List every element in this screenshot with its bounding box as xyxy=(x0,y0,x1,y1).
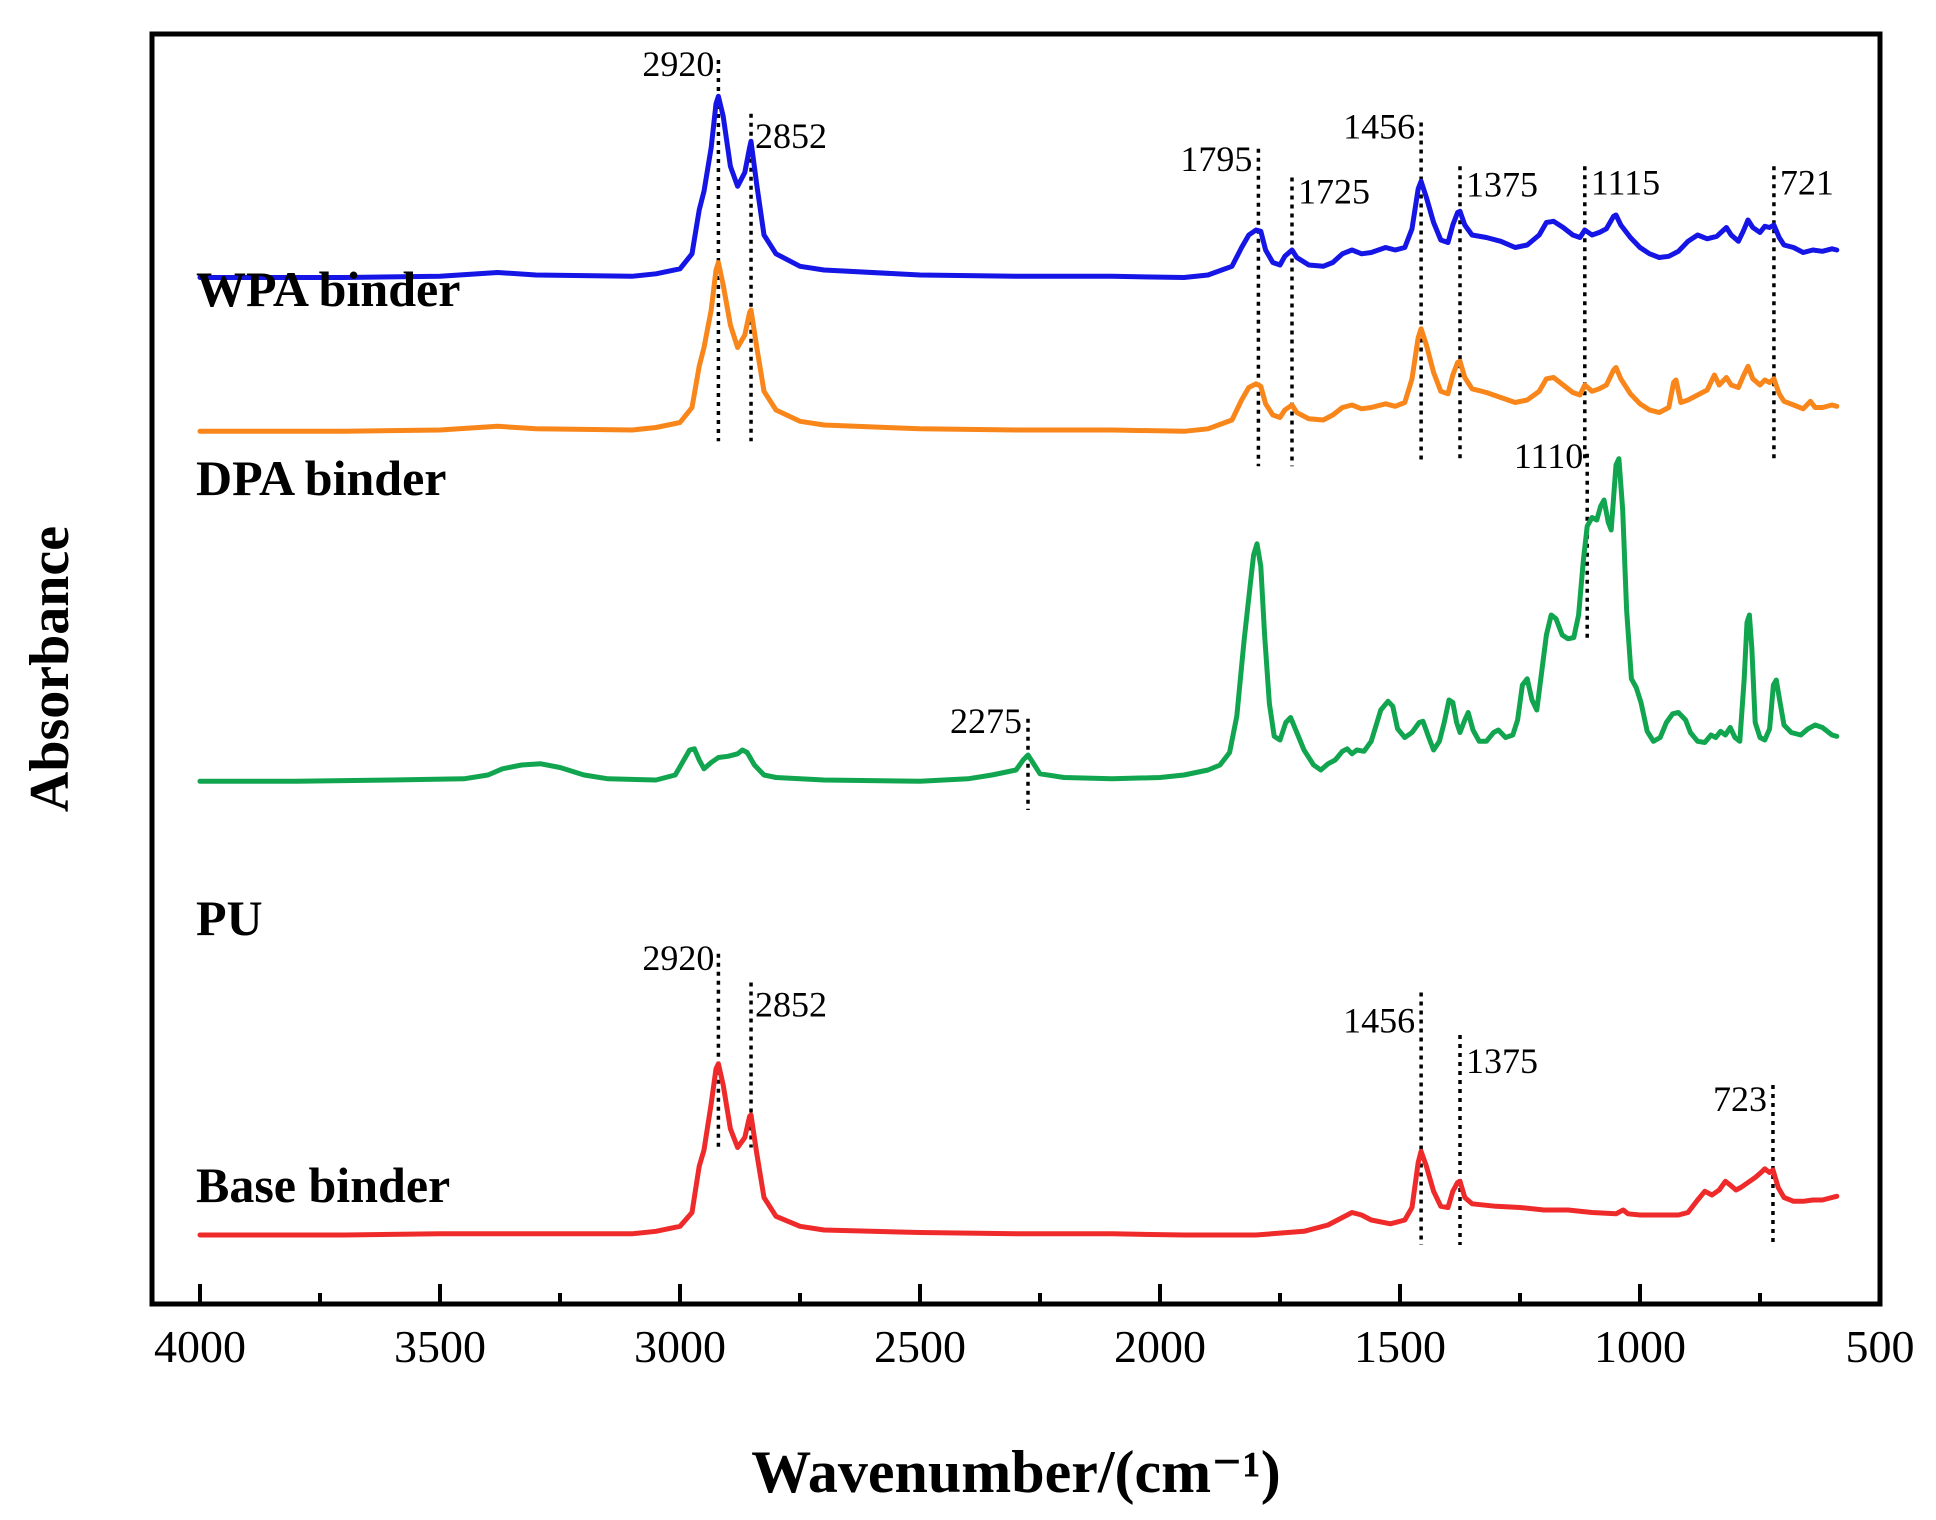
x-tick-label: 3000 xyxy=(634,1321,726,1372)
x-tick-label: 1500 xyxy=(1354,1321,1446,1372)
peak-label-1795: 1795 xyxy=(1180,139,1252,179)
series-line-pu xyxy=(197,456,1840,784)
peak-label-1725: 1725 xyxy=(1298,172,1370,212)
peak-markers xyxy=(716,60,1776,1245)
peak-labels: 2920 2852 1795 1725 1456 1375 1115 721 2275 1110 2… xyxy=(642,44,1834,1119)
x-axis-ticks: 4000 3500 3000 2500 2000 1500 1000 500 xyxy=(154,1284,1915,1372)
peak-label-2920: 2920 xyxy=(642,44,714,84)
series-line-wpa-binder xyxy=(197,93,1840,280)
peak-label-1375: 1375 xyxy=(1466,164,1538,204)
series-label-wpa-binder: WPA binder xyxy=(196,261,460,317)
peak-label-1115: 1115 xyxy=(1591,162,1660,202)
series-line-base-binder xyxy=(197,1061,1840,1238)
peak-label-2852: 2852 xyxy=(755,116,827,156)
y-axis-title: Absorbance xyxy=(19,526,81,812)
series-label-base-binder: Base binder xyxy=(196,1157,450,1213)
x-tick-label: 3500 xyxy=(394,1321,486,1372)
peak-label-2920: 2920 xyxy=(642,938,714,978)
series-label-dpa-binder: DPA binder xyxy=(196,450,447,506)
x-tick-label: 2000 xyxy=(1114,1321,1206,1372)
series-label-pu: PU xyxy=(196,890,263,946)
peak-label-1375: 1375 xyxy=(1466,1041,1538,1081)
peak-label-2852: 2852 xyxy=(755,985,827,1025)
peak-label-723: 723 xyxy=(1713,1079,1767,1119)
x-tick-label: 500 xyxy=(1846,1321,1915,1372)
spectra-series xyxy=(197,93,1840,1238)
x-tick-label: 4000 xyxy=(154,1321,246,1372)
peak-label-1456: 1456 xyxy=(1343,107,1415,147)
series-line-dpa-binder xyxy=(197,260,1840,434)
x-tick-label: 2500 xyxy=(874,1321,966,1372)
peak-label-2275: 2275 xyxy=(950,701,1022,741)
peak-label-721: 721 xyxy=(1780,162,1834,202)
x-tick-label: 1000 xyxy=(1594,1321,1686,1372)
x-axis-title: Wavenumber/(cm⁻¹) xyxy=(751,1439,1281,1505)
plot-frame xyxy=(149,31,1883,1307)
peak-label-1456: 1456 xyxy=(1343,1001,1415,1041)
peak-label-1110: 1110 xyxy=(1514,436,1583,476)
series-labels: WPA binder DPA binder PU Base binder xyxy=(196,261,460,1213)
